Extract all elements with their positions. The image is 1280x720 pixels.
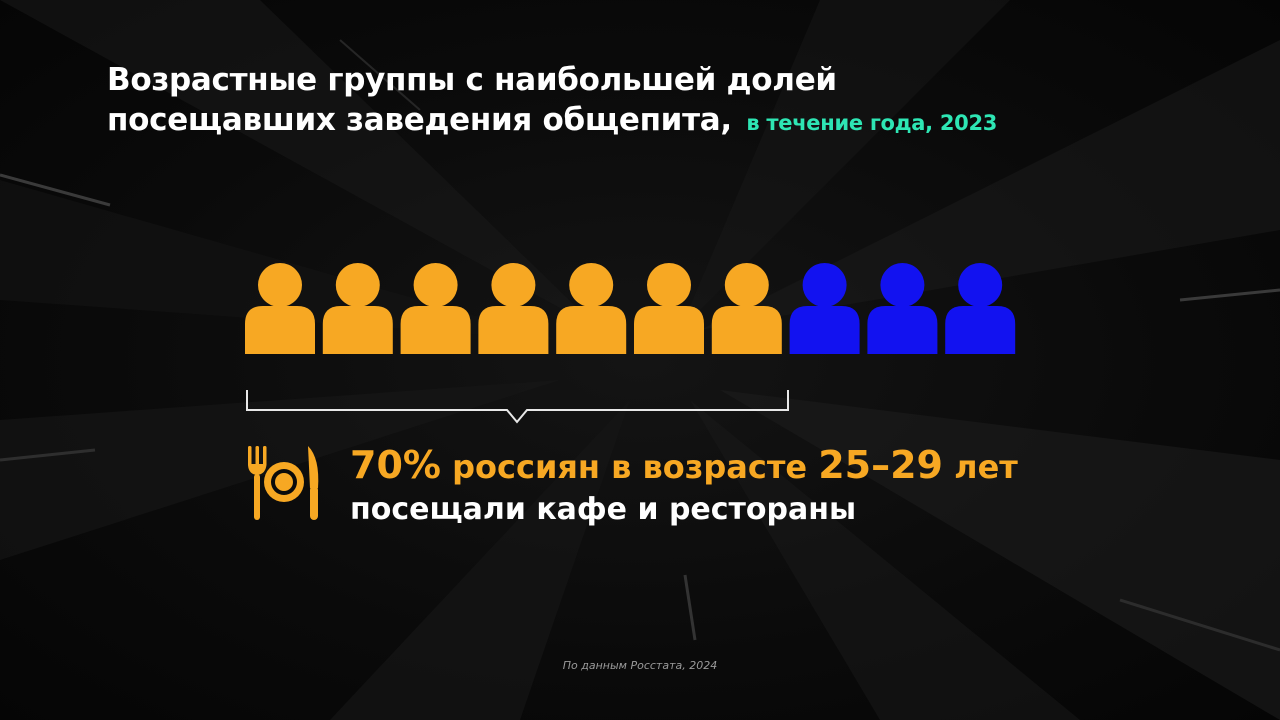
stat-part2: лет xyxy=(943,448,1018,486)
title-line-2-text: посещавших заведения общепита, xyxy=(107,102,732,138)
pictogram-row xyxy=(245,263,1016,354)
stat-subline: посещали кафе и рестораны xyxy=(350,492,857,527)
highlight-bracket xyxy=(246,390,789,424)
person-icon xyxy=(245,263,315,354)
person-icon xyxy=(322,263,393,354)
fork-plate-knife-icon xyxy=(248,446,319,520)
title-line-2: посещавших заведения общепита, в течение… xyxy=(107,100,1187,143)
person-icon xyxy=(867,263,938,354)
title-line-1: Возрастные группы с наибольшей долей xyxy=(107,62,837,98)
person-icon xyxy=(478,263,549,354)
stat-part1: россиян в возрасте xyxy=(440,448,819,486)
stat-text: 70% россиян в возрасте 25–29 лет посещал… xyxy=(350,442,1230,530)
person-icon xyxy=(400,263,471,354)
chart-subtitle: в течение года, 2023 xyxy=(746,111,998,135)
person-icon xyxy=(789,263,860,354)
chart-title: Возрастные группы с наибольшей долей пос… xyxy=(107,60,1187,143)
person-icon xyxy=(945,263,1016,354)
person-icon xyxy=(634,263,704,354)
source-note: По данным Росстата, 2024 xyxy=(562,659,718,672)
stat-percent: 70% xyxy=(350,443,441,487)
person-icon xyxy=(556,263,627,354)
person-icon xyxy=(711,263,782,354)
stat-age: 25–29 xyxy=(818,443,943,487)
stat-headline: 70% россиян в возрасте 25–29 лет xyxy=(350,442,1230,490)
